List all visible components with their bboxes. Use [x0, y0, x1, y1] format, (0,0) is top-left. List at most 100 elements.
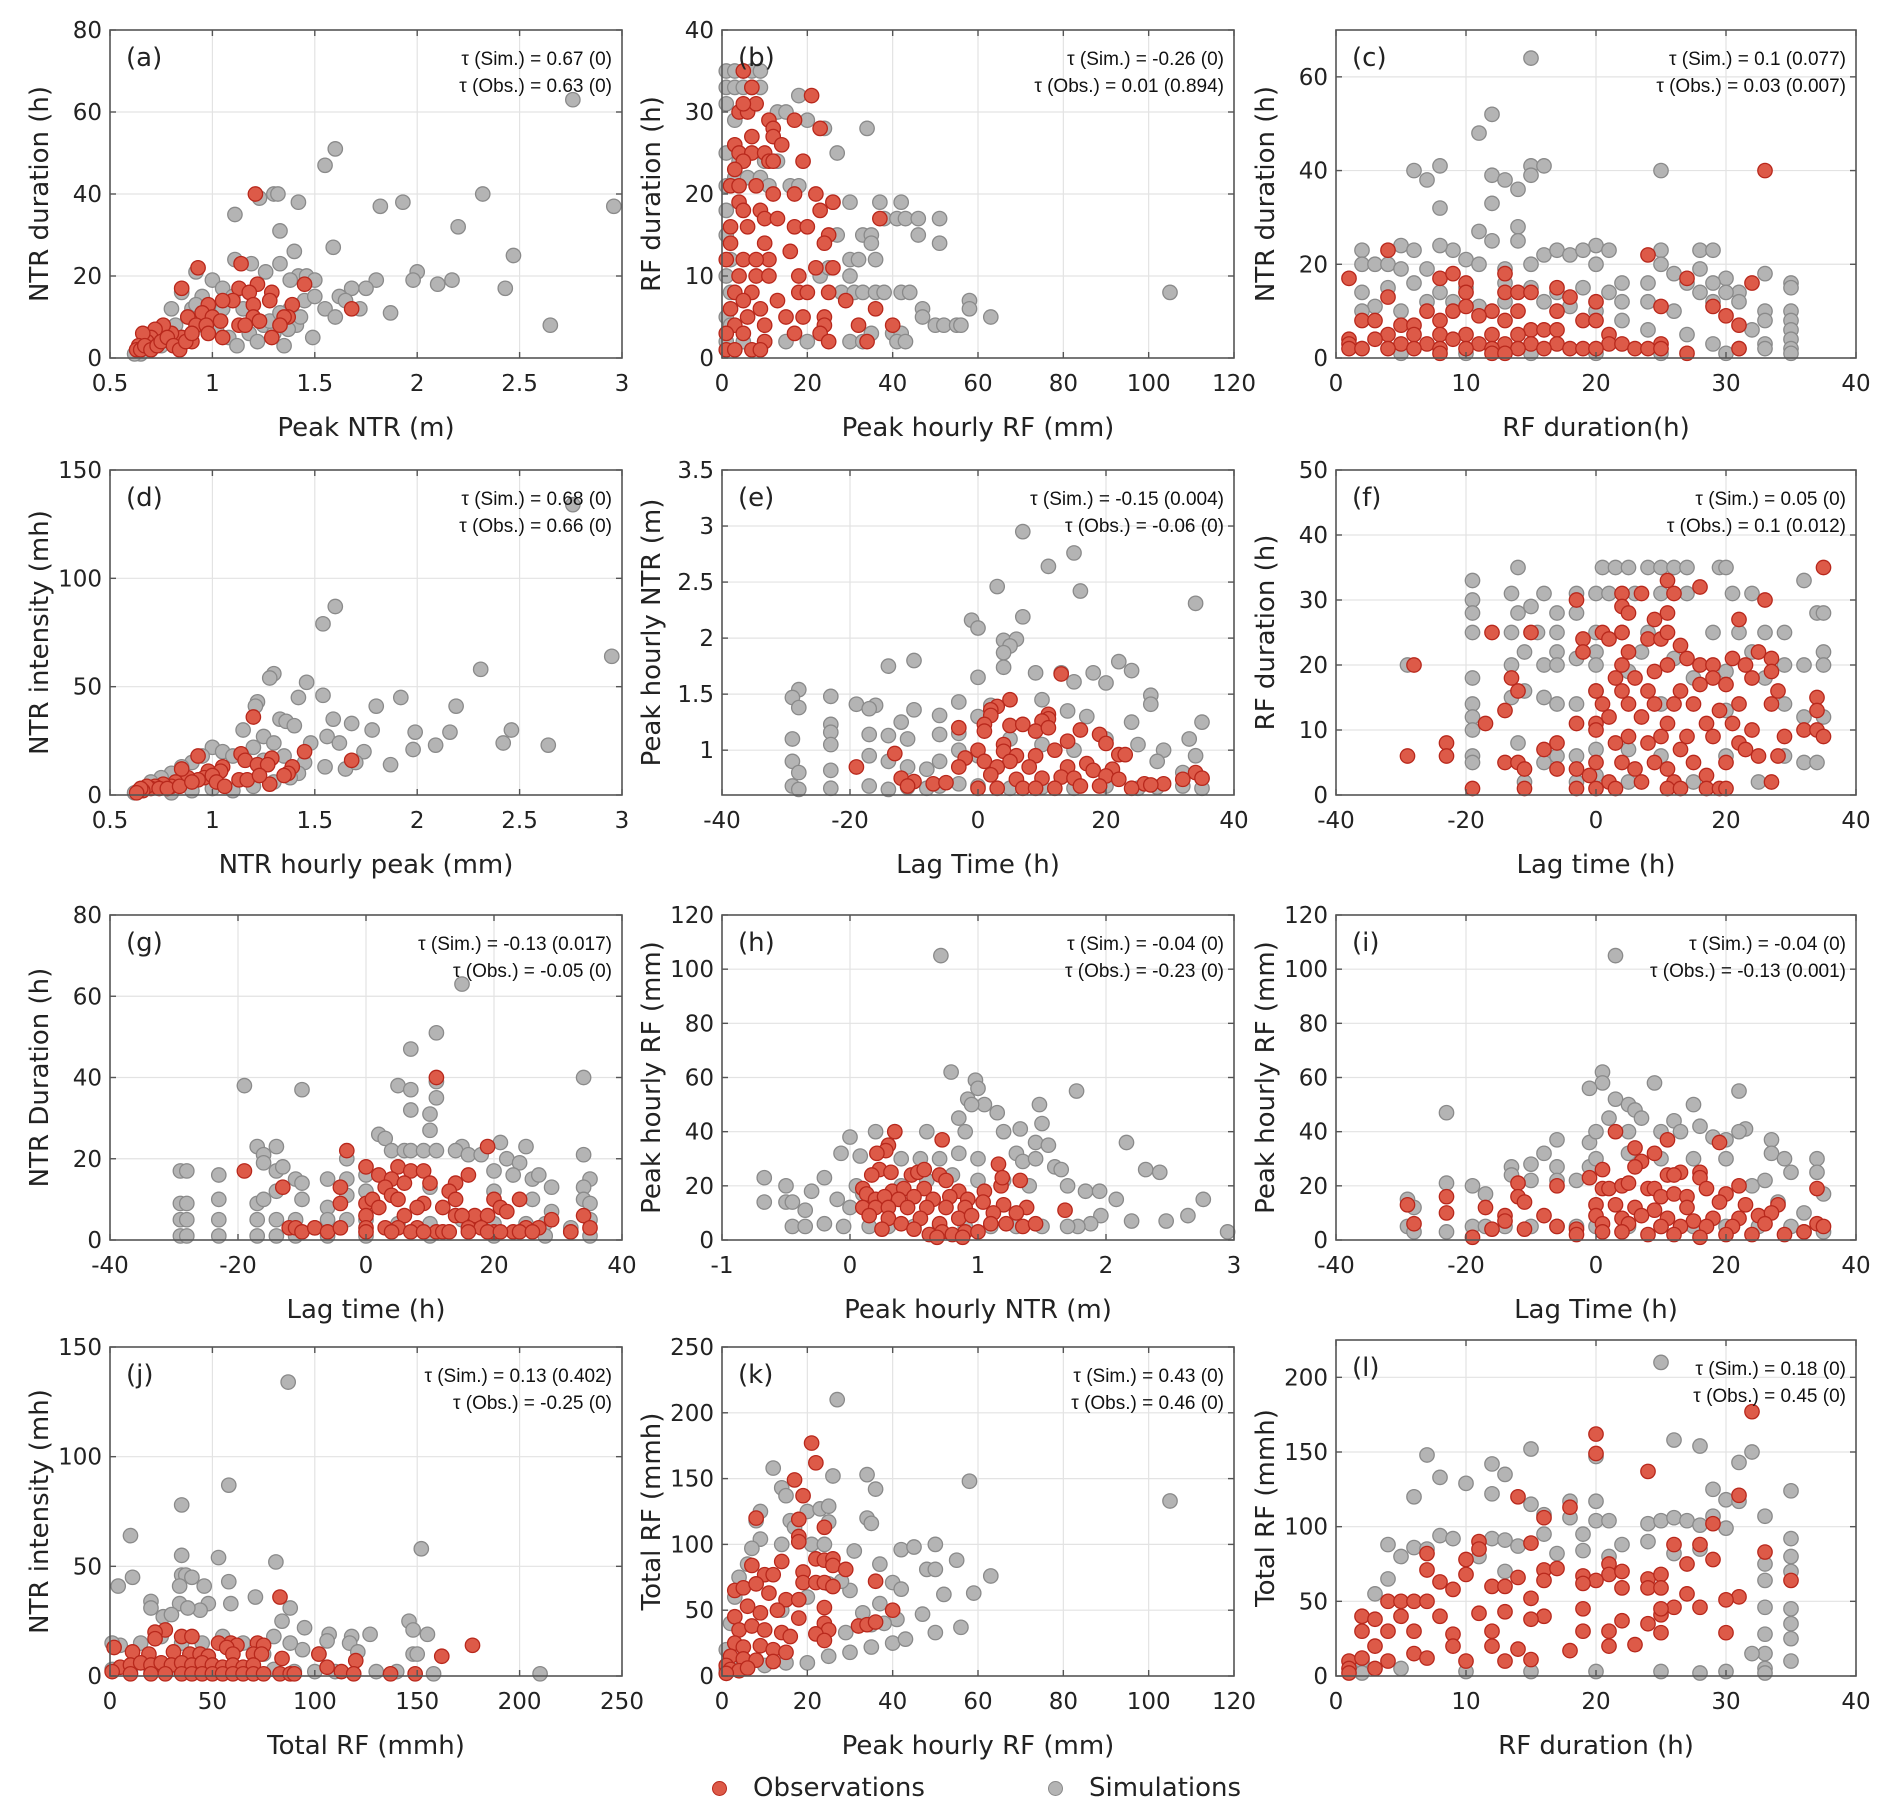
simulation-point	[1815, 657, 1832, 673]
observation-point	[748, 177, 764, 194]
observation-point	[1438, 748, 1455, 764]
observation-point	[744, 1557, 760, 1574]
observation-point	[1367, 1638, 1383, 1654]
observation-point	[825, 259, 841, 276]
simulation-point	[454, 976, 470, 992]
simulation-point	[953, 1619, 969, 1636]
observation-point	[1021, 759, 1038, 775]
y-axis-label: Total RF (mmh)	[1251, 1409, 1281, 1608]
simulation-point	[927, 1536, 944, 1553]
simulation-point	[1432, 237, 1448, 254]
observation-point	[1633, 1207, 1650, 1224]
simulation-point	[1744, 1177, 1760, 1194]
y-tick-label: 80	[685, 1011, 714, 1037]
observation-point	[1438, 1188, 1455, 1205]
x-tick-label: 3	[615, 371, 630, 397]
x-tick-label: 1	[971, 1253, 986, 1279]
observation-point	[1679, 1199, 1695, 1216]
grid-a	[110, 30, 622, 358]
observation-point	[790, 1511, 807, 1528]
simulation-point	[1718, 270, 1734, 287]
simulation-point	[274, 1159, 291, 1175]
simulation-point	[1809, 1150, 1825, 1167]
simulation-point	[422, 1122, 438, 1139]
simulation-point	[110, 1578, 127, 1594]
simulation-point	[1568, 748, 1585, 764]
observation-point	[1471, 1541, 1487, 1557]
simulation-point	[1568, 1172, 1585, 1189]
simulation-point	[276, 337, 292, 354]
observation-point	[867, 1573, 884, 1590]
simulation-point	[906, 652, 922, 669]
simulation-point	[1180, 1207, 1196, 1224]
simulation-point	[1549, 657, 1565, 673]
observation-point	[396, 1175, 413, 1191]
simulation-point	[236, 1077, 253, 1094]
observation-point	[1711, 1134, 1728, 1151]
simulation-point	[876, 284, 892, 301]
simulation-point	[1194, 714, 1210, 731]
observation-point	[1640, 1226, 1656, 1243]
simulation-point	[124, 1569, 141, 1586]
panel-tag: (h)	[738, 928, 775, 958]
simulation-point	[372, 198, 389, 215]
simulation-point	[605, 198, 622, 215]
simulation-point	[859, 120, 875, 137]
simulation-point	[872, 194, 888, 211]
x-tick-label: 60	[963, 1689, 992, 1715]
observation-point	[296, 276, 313, 293]
simulation-point	[575, 1146, 592, 1163]
observation-point	[311, 1646, 327, 1662]
observation-point	[1568, 715, 1585, 732]
simulation-point	[1776, 696, 1793, 712]
simulation-point	[1588, 1512, 1604, 1529]
y-tick-label: 250	[670, 1335, 714, 1361]
x-tick-label: 1	[205, 808, 220, 834]
simulation-point	[405, 741, 421, 758]
observation-point	[479, 1138, 496, 1155]
observation-point	[1718, 1624, 1734, 1641]
simulation-point	[927, 1561, 944, 1578]
observation-point	[1620, 728, 1637, 745]
tau-sim-annotation: τ (Sim.) = 0.18 (0)	[1695, 1359, 1846, 1380]
observation-point	[1380, 1653, 1396, 1669]
observation-point	[1614, 624, 1630, 641]
observation-point	[370, 1199, 387, 1216]
simulation-point	[829, 1191, 846, 1208]
observation-point	[1744, 275, 1760, 291]
observation-point	[1588, 1572, 1604, 1589]
simulation-point	[1692, 242, 1708, 259]
observation-point	[1646, 754, 1663, 771]
simulation-point	[936, 1586, 952, 1603]
plot-area-d	[110, 470, 622, 795]
panel-tag: (e)	[738, 483, 774, 513]
points-j	[104, 1374, 548, 1682]
simulation-point	[961, 1473, 978, 1490]
observation-point	[1380, 1623, 1396, 1640]
observation-point	[1458, 326, 1474, 343]
simulation-point	[970, 620, 986, 636]
simulation-point	[290, 689, 307, 706]
y-tick-label: 60	[685, 1066, 714, 1092]
simulation-point	[927, 1624, 944, 1641]
simulation-point	[995, 659, 1012, 676]
observation-point	[1672, 683, 1689, 699]
simulation-point	[364, 722, 380, 738]
observation-point	[1601, 1180, 1617, 1197]
simulation-point	[255, 1191, 272, 1208]
observation-point	[1705, 1515, 1721, 1532]
observation-point	[382, 1665, 399, 1682]
simulation-point	[1014, 608, 1031, 625]
observation-point	[1633, 709, 1650, 725]
observation-point	[808, 1454, 824, 1471]
observation-point	[976, 753, 993, 770]
observation-point	[1406, 657, 1422, 673]
observation-point	[975, 1194, 991, 1210]
simulation-point	[1510, 218, 1526, 235]
observation-point	[1646, 1202, 1663, 1219]
simulation-point	[1066, 545, 1082, 561]
simulation-point	[1796, 709, 1812, 725]
observation-point	[1419, 303, 1435, 319]
simulation-point	[1796, 754, 1812, 771]
y-tick-label: 50	[685, 1598, 714, 1624]
